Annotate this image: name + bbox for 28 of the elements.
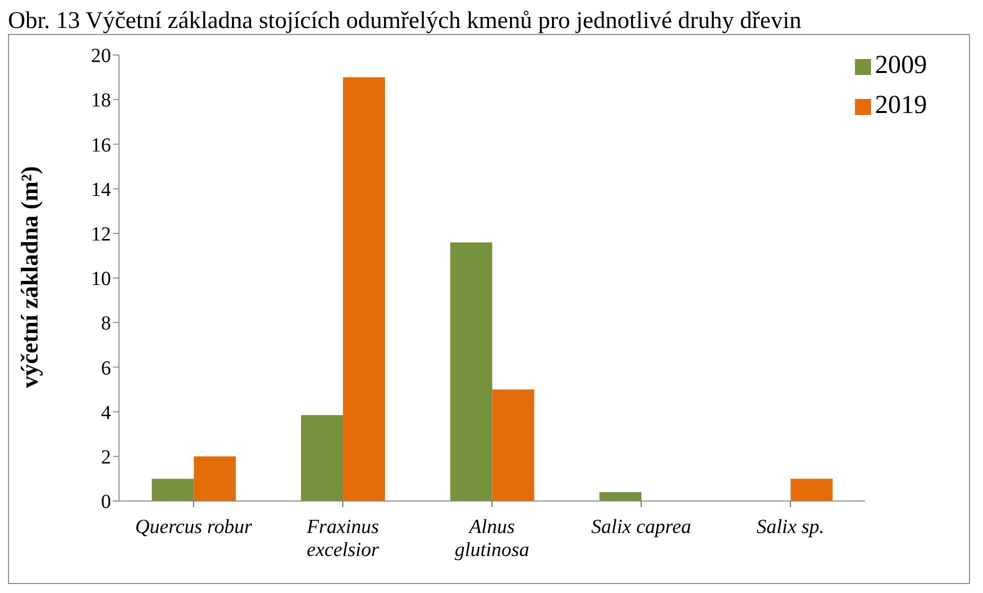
x-tick-label: Salix caprea [591, 516, 692, 538]
legend-label: 2019 [875, 90, 927, 119]
bar [599, 492, 642, 501]
y-tick-label: 2 [101, 446, 111, 468]
bar [343, 77, 386, 501]
y-tick-label: 0 [101, 491, 111, 514]
bar [492, 390, 534, 501]
y-tick-label: 14 [91, 178, 111, 201]
y-tick-label: 12 [91, 224, 111, 246]
y-tick-label: 20 [91, 45, 111, 68]
y-tick-label: 10 [91, 268, 111, 290]
bar [194, 456, 236, 501]
x-tick-label: Salix sp. [756, 516, 824, 538]
x-tick-label: Alnus glutinosa [454, 516, 530, 561]
y-axis-title: výčetní základna (m²) [18, 166, 44, 388]
chart-title: Obr. 13 Výčetní základna stojících odumřelých kmenů pro jednotlivé druhy dřevin [8, 8, 802, 34]
bar [301, 415, 344, 501]
legend-label: 2009 [875, 50, 927, 79]
y-tick-label: 8 [101, 312, 111, 335]
y-tick-label: 4 [101, 402, 111, 424]
bar [790, 478, 833, 501]
y-tick-label: 6 [101, 357, 111, 380]
bar [450, 242, 492, 501]
y-tick-label: 16 [91, 134, 111, 156]
x-tick-label: Fraxinus excelsior [306, 516, 380, 561]
bar [152, 478, 194, 501]
x-tick-label: Quercus robur [135, 516, 252, 538]
y-tick-label: 18 [91, 90, 111, 112]
